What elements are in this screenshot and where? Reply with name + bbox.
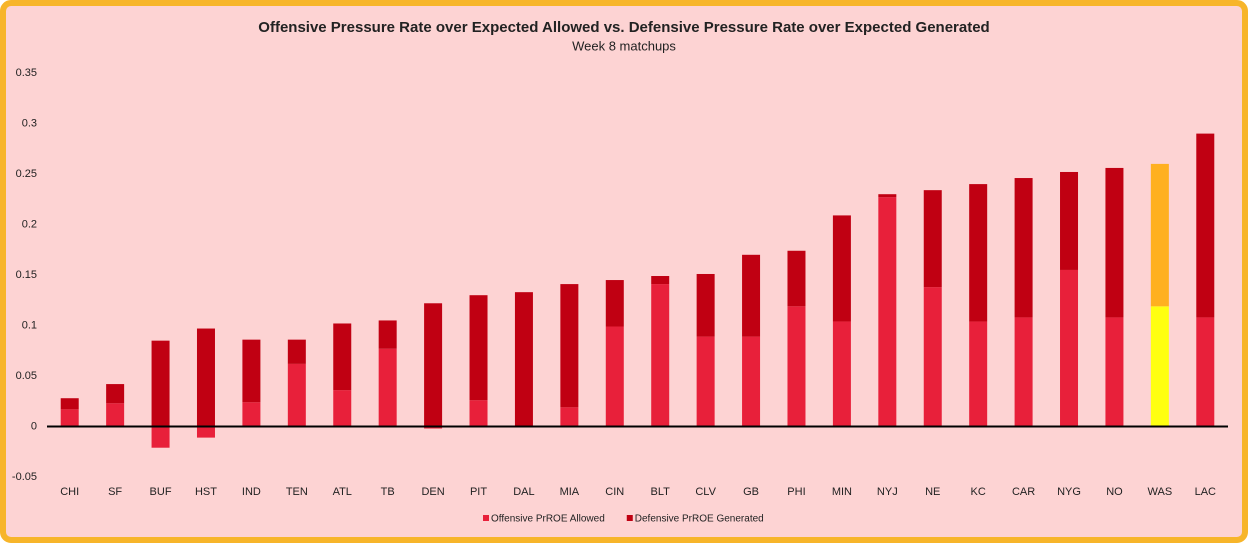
bar-segment bbox=[696, 273, 715, 337]
x-tick-label: DAL bbox=[513, 486, 534, 498]
bar-segment bbox=[378, 320, 397, 349]
x-tick-label: PIT bbox=[470, 486, 487, 498]
bar-segment bbox=[242, 402, 261, 427]
bar-segment bbox=[1105, 317, 1124, 427]
bar-segment bbox=[1196, 317, 1215, 427]
bar-segment bbox=[560, 284, 579, 408]
x-tick-label: WAS bbox=[1148, 486, 1173, 498]
x-tick-label: IND bbox=[242, 486, 261, 498]
x-tick-label: NYG bbox=[1057, 486, 1081, 498]
x-tick-label: TB bbox=[381, 486, 395, 498]
legend-label: Offensive PrROE Allowed bbox=[491, 514, 605, 525]
x-tick-label: CHI bbox=[60, 486, 79, 498]
bar-segment bbox=[60, 398, 79, 410]
bar-segment bbox=[923, 190, 942, 288]
bar-segment bbox=[742, 254, 761, 337]
bar-segment bbox=[151, 426, 170, 448]
y-tick-label: 0 bbox=[31, 420, 37, 432]
x-tick-label: NE bbox=[925, 486, 940, 498]
y-tick-label: 0.2 bbox=[22, 218, 37, 230]
bar-segment bbox=[1014, 317, 1033, 427]
bar-segment bbox=[424, 426, 443, 429]
x-tick-label: BLT bbox=[651, 486, 671, 498]
bar-segment bbox=[1150, 163, 1169, 307]
bar-segment bbox=[196, 328, 215, 427]
bar-segment bbox=[514, 292, 533, 427]
y-tick-label: 0.25 bbox=[16, 168, 37, 180]
bar-segment bbox=[196, 426, 215, 438]
bar-segment bbox=[1060, 171, 1079, 270]
legend-swatch bbox=[483, 515, 489, 521]
x-tick-label: ATL bbox=[333, 486, 352, 498]
bar-segment bbox=[832, 215, 851, 322]
bar-segment bbox=[696, 336, 715, 427]
y-tick-label: 0.3 bbox=[22, 117, 37, 129]
x-tick-label: CAR bbox=[1012, 486, 1035, 498]
x-tick-label: DEN bbox=[421, 486, 444, 498]
x-tick-label: MIA bbox=[560, 486, 580, 498]
bar-segment bbox=[106, 403, 125, 427]
y-tick-label: -0.05 bbox=[12, 471, 37, 483]
bar-segment bbox=[787, 250, 806, 307]
bar-segment bbox=[1196, 133, 1215, 318]
bar-segment bbox=[287, 339, 306, 364]
y-tick-label: 0.05 bbox=[16, 370, 37, 382]
bar-segment bbox=[1105, 167, 1124, 318]
bar-segment bbox=[1014, 178, 1033, 318]
x-tick-label: NO bbox=[1106, 486, 1123, 498]
bar-segment bbox=[333, 390, 352, 427]
bar-segment bbox=[878, 194, 897, 198]
x-tick-label: SF bbox=[108, 486, 122, 498]
bar-segment bbox=[651, 284, 670, 427]
x-tick-label: TEN bbox=[286, 486, 308, 498]
bar-segment bbox=[605, 326, 624, 427]
x-tick-label: HST bbox=[195, 486, 217, 498]
bar-segment bbox=[106, 384, 125, 404]
bar-segment bbox=[469, 295, 488, 401]
bar-segment bbox=[287, 363, 306, 427]
x-tick-label: NYJ bbox=[877, 486, 898, 498]
legend-swatch bbox=[626, 515, 633, 521]
x-tick-label: BUF bbox=[150, 486, 172, 498]
y-tick-label: 0.1 bbox=[22, 319, 37, 331]
bar-segment bbox=[560, 407, 579, 427]
x-tick-label: GB bbox=[743, 486, 759, 498]
bar-segment bbox=[378, 348, 397, 427]
x-tick-label: MIN bbox=[832, 486, 852, 498]
bar-segment bbox=[242, 339, 261, 403]
chart-subtitle: Week 8 matchups bbox=[572, 38, 676, 53]
x-tick-label: CLV bbox=[695, 486, 716, 498]
bar-segment bbox=[1060, 269, 1079, 427]
bar-segment bbox=[333, 323, 352, 391]
bar-segment bbox=[1150, 306, 1169, 427]
bar-segment bbox=[651, 276, 670, 285]
bar-segment bbox=[605, 280, 624, 327]
bar-segment bbox=[742, 336, 761, 427]
bar-segment bbox=[969, 321, 988, 427]
x-tick-label: CIN bbox=[605, 486, 624, 498]
bar-segment bbox=[424, 303, 443, 427]
y-tick-label: 0.35 bbox=[16, 67, 37, 79]
x-tick-label: PHI bbox=[787, 486, 805, 498]
bar-segment bbox=[151, 340, 170, 427]
bar-segment bbox=[469, 400, 488, 427]
x-tick-label: LAC bbox=[1195, 486, 1216, 498]
bar-segment bbox=[923, 287, 942, 427]
bar-segment bbox=[832, 321, 851, 427]
x-tick-label: KC bbox=[971, 486, 986, 498]
legend-label: Defensive PrROE Generated bbox=[635, 514, 764, 525]
bar-segment bbox=[969, 184, 988, 322]
bar-segment bbox=[787, 306, 806, 427]
y-tick-label: 0.15 bbox=[16, 269, 37, 281]
bar-segment bbox=[878, 197, 897, 427]
bar-segment bbox=[60, 409, 79, 427]
chart-title: Offensive Pressure Rate over Expected Al… bbox=[258, 19, 989, 36]
